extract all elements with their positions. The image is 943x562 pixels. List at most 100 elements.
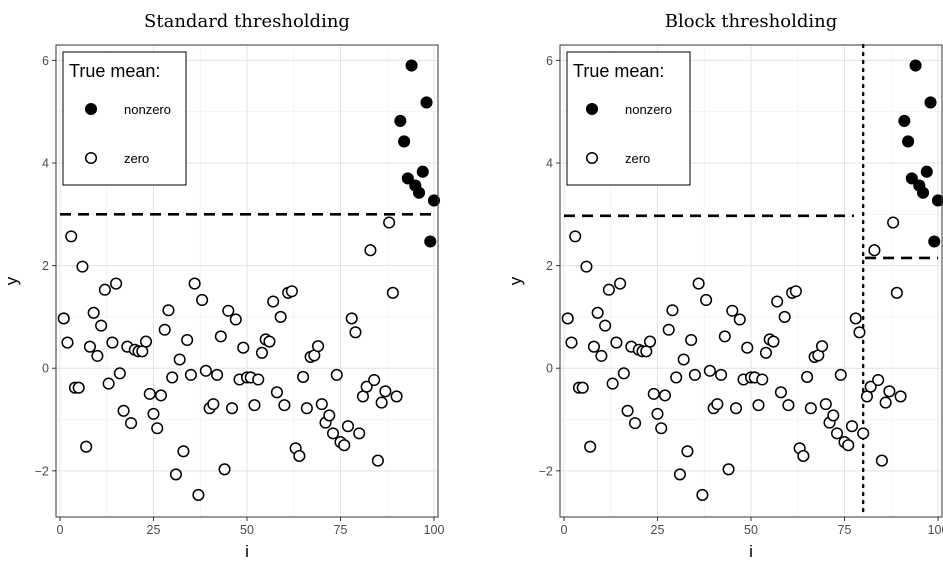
legend-marker-zero	[585, 151, 599, 165]
point-zero	[87, 306, 100, 319]
point-zero	[673, 468, 686, 481]
data-points	[561, 59, 943, 501]
legend-label-nonzero: nonzero	[625, 102, 672, 117]
point-zero	[857, 427, 870, 440]
point-zero	[759, 346, 773, 359]
point-zero	[98, 283, 111, 296]
point-zero	[688, 368, 701, 381]
point-zero	[285, 285, 298, 298]
point-zero	[591, 306, 604, 319]
point-zero	[91, 349, 104, 362]
point-zero	[864, 380, 877, 393]
point-zero	[143, 387, 156, 400]
x-tick-label: 25	[147, 523, 161, 537]
point-zero	[890, 286, 903, 299]
point-zero	[95, 319, 108, 332]
point-zero	[61, 336, 74, 349]
point-zero	[113, 367, 126, 380]
point-zero	[110, 277, 123, 290]
point-zero	[368, 373, 381, 387]
point-zero	[222, 304, 235, 317]
point-zero	[703, 364, 716, 377]
point-zero	[752, 399, 765, 412]
point-zero	[853, 326, 866, 339]
y-tick-label: 6	[42, 54, 49, 68]
point-zero	[364, 244, 377, 257]
point-zero	[819, 398, 832, 411]
point-nonzero	[416, 165, 429, 178]
point-zero	[166, 371, 179, 384]
point-nonzero	[920, 165, 933, 178]
point-zero	[379, 385, 392, 398]
point-zero	[255, 346, 269, 359]
point-zero	[312, 340, 325, 353]
point-zero	[192, 488, 205, 501]
point-zero	[248, 399, 261, 412]
point-zero	[872, 373, 885, 387]
point-zero	[207, 398, 220, 411]
point-zero	[225, 402, 239, 415]
y-tick-labels: −2 0 2 4 6	[35, 54, 56, 478]
y-tick-label: −2	[35, 464, 49, 478]
y-tick-label: 0	[42, 362, 49, 376]
x-tick-label: 100	[928, 523, 943, 537]
point-zero	[169, 468, 182, 481]
point-zero	[326, 427, 340, 440]
legend-title: True mean:	[69, 61, 160, 81]
point-zero	[816, 340, 829, 353]
point-zero	[718, 330, 731, 343]
point-zero	[827, 409, 840, 422]
point-zero	[300, 402, 313, 415]
legend-marker-nonzero	[585, 102, 599, 116]
point-zero	[237, 341, 250, 354]
y-tick-labels: −2 0 2 4 6	[539, 54, 560, 478]
point-zero	[789, 285, 802, 298]
point-zero	[297, 370, 310, 383]
chart-title: Standard thresholding	[144, 11, 350, 32]
point-zero	[662, 323, 675, 336]
point-zero	[849, 312, 862, 325]
point-zero	[599, 319, 612, 332]
point-zero	[57, 312, 70, 325]
point-zero	[151, 422, 164, 435]
point-zero	[576, 381, 589, 394]
point-zero	[774, 386, 787, 399]
point-zero	[834, 368, 847, 381]
point-zero	[801, 370, 814, 383]
x-tick-label: 0	[561, 523, 568, 537]
point-zero	[375, 396, 388, 409]
point-zero	[65, 230, 78, 243]
point-zero	[349, 326, 362, 339]
point-zero	[621, 404, 634, 417]
point-zero	[726, 304, 739, 317]
point-zero	[386, 286, 399, 299]
point-zero	[173, 353, 186, 366]
point-zero	[715, 368, 728, 381]
point-zero	[106, 336, 119, 349]
legend: True mean: nonzero zero	[566, 51, 691, 186]
point-zero	[162, 304, 175, 317]
point-zero	[879, 396, 892, 409]
point-zero	[729, 402, 743, 415]
point-zero	[569, 230, 582, 243]
y-tick-label: 2	[42, 259, 49, 273]
y-axis-label: y	[506, 276, 525, 285]
point-zero	[595, 349, 608, 362]
point-zero	[267, 295, 280, 308]
panel-border	[55, 44, 439, 518]
legend-label-nonzero: nonzero	[124, 102, 171, 117]
x-axis-label: i	[245, 542, 249, 561]
point-zero	[360, 380, 373, 393]
x-tick-label: 50	[744, 523, 758, 537]
point-zero	[83, 340, 96, 353]
point-zero	[767, 335, 780, 348]
point-zero	[158, 323, 171, 336]
point-zero	[345, 312, 358, 325]
point-zero	[711, 398, 724, 411]
point-nonzero	[909, 59, 922, 72]
point-zero	[252, 373, 265, 386]
x-tick-label: 100	[424, 523, 445, 537]
point-zero	[756, 373, 769, 386]
point-zero	[830, 427, 844, 440]
